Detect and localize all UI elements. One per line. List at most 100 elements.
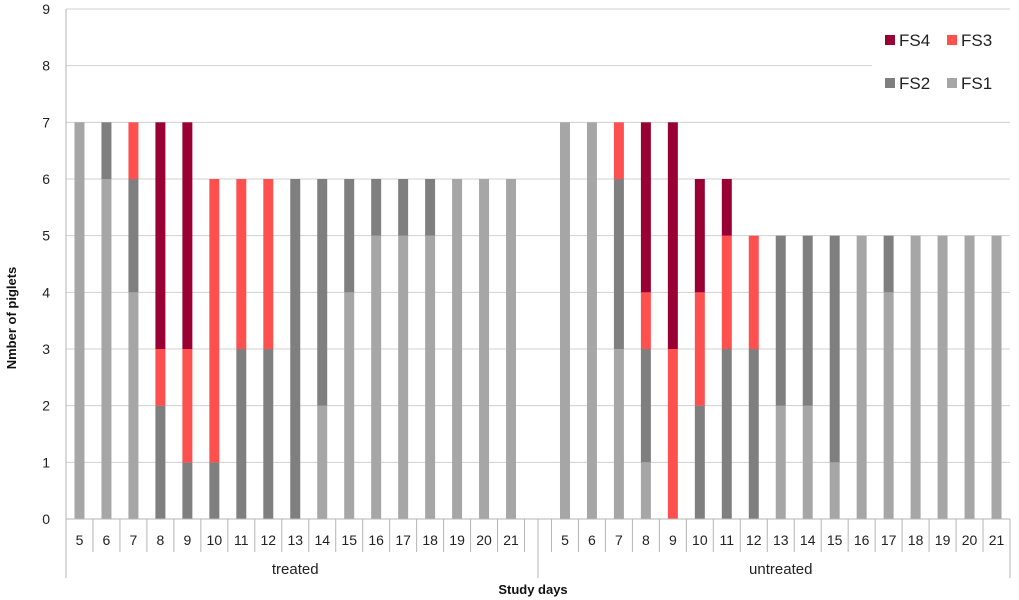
bar-treated-day-13-fs2	[290, 179, 301, 519]
x-tick-label-treated-20: 20	[476, 532, 492, 548]
x-axis-title: Study days	[498, 582, 567, 597]
bar-untreated-day-9-fs3	[667, 349, 678, 519]
y-tick-label-7: 7	[42, 114, 50, 130]
bar-treated-day-7-fs1	[128, 292, 139, 519]
bar-treated-day-5-fs1	[74, 122, 85, 519]
bar-untreated-day-13-fs2	[775, 235, 786, 406]
bar-treated-day-20-fs1	[479, 179, 490, 519]
bar-treated-day-12-fs3	[263, 179, 274, 349]
bar-untreated-day-8-fs3	[640, 292, 651, 349]
bar-treated-day-18-fs2	[425, 179, 436, 236]
y-tick-label-8: 8	[42, 58, 50, 74]
group-label-untreated: untreated	[749, 561, 812, 578]
bar-untreated-day-11-fs2	[721, 349, 732, 519]
legend-label-fs1: FS1	[961, 74, 992, 93]
y-tick-label-2: 2	[42, 398, 50, 414]
bar-untreated-day-8-fs2	[640, 349, 651, 463]
x-tick-label-treated-16: 16	[368, 532, 384, 548]
x-tick-label-untreated-19: 19	[935, 532, 951, 548]
bar-untreated-day-17-fs1	[883, 292, 894, 519]
bar-treated-day-16-fs2	[371, 179, 382, 236]
bar-untreated-day-7-fs1	[613, 349, 624, 519]
bar-treated-day-8-fs4	[155, 122, 166, 349]
bar-untreated-day-21-fs1	[991, 235, 1002, 519]
bar-treated-day-15-fs1	[344, 292, 355, 519]
gridlines	[66, 8, 1010, 520]
bar-treated-day-9-fs2	[182, 462, 193, 519]
bar-untreated-day-10-fs2	[694, 405, 705, 519]
bar-treated-day-7-fs2	[128, 179, 139, 293]
legend-label-fs3: FS3	[961, 31, 992, 50]
x-tick-label-treated-9: 9	[183, 532, 191, 548]
bar-untreated-day-20-fs1	[964, 235, 975, 519]
y-tick-label-5: 5	[42, 228, 50, 244]
legend-label-fs2: FS2	[899, 74, 930, 93]
bar-treated-day-9-fs3	[182, 349, 193, 463]
bar-untreated-day-12-fs2	[748, 349, 759, 519]
bar-untreated-day-7-fs2	[613, 179, 624, 349]
legend-label-fs4: FS4	[899, 31, 930, 50]
bar-treated-day-17-fs2	[398, 179, 409, 236]
bar-untreated-day-13-fs1	[775, 405, 786, 519]
x-tick-label-untreated-12: 12	[746, 532, 762, 548]
bar-untreated-day-9-fs4	[667, 122, 678, 349]
bar-treated-day-11-fs2	[236, 349, 247, 519]
bar-treated-day-8-fs2	[155, 405, 166, 519]
bar-untreated-day-5-fs1	[559, 122, 570, 519]
x-tick-label-untreated-21: 21	[989, 532, 1005, 548]
bar-treated-day-11-fs3	[236, 179, 247, 349]
x-tick-label-untreated-9: 9	[669, 532, 677, 548]
x-tick-label-treated-18: 18	[422, 532, 438, 548]
x-tick-label-treated-6: 6	[103, 532, 111, 548]
legend-swatch-fs3	[947, 35, 957, 45]
x-tick-label-treated-21: 21	[503, 532, 519, 548]
bar-untreated-day-19-fs1	[937, 235, 948, 519]
bar-untreated-day-16-fs1	[856, 235, 867, 519]
bar-treated-day-14-fs1	[317, 405, 328, 519]
bar-untreated-day-6-fs1	[586, 122, 597, 519]
x-tick-label-treated-19: 19	[449, 532, 465, 548]
bar-untreated-day-18-fs1	[910, 235, 921, 519]
bar-untreated-day-11-fs3	[721, 235, 732, 349]
x-tick-label-untreated-6: 6	[588, 532, 596, 548]
bar-treated-day-9-fs4	[182, 122, 193, 349]
y-tick-label-4: 4	[42, 284, 50, 300]
x-tick-label-treated-13: 13	[287, 532, 303, 548]
bar-treated-day-19-fs1	[452, 179, 463, 519]
bar-treated-day-10-fs2	[209, 462, 220, 519]
x-tick-label-treated-7: 7	[130, 532, 138, 548]
bar-untreated-day-12-fs3	[748, 235, 759, 349]
bar-untreated-day-14-fs2	[802, 235, 813, 406]
bar-untreated-day-17-fs2	[883, 235, 894, 293]
bar-untreated-day-10-fs3	[694, 292, 705, 406]
bar-untreated-day-8-fs4	[640, 122, 651, 293]
x-tick-label-untreated-16: 16	[854, 532, 870, 548]
x-axis: 5 6 7 8 9 10 11 12 13 14 15 16 17 18 19 20 21 treated 5 6 7 8…	[65, 9, 1011, 578]
legend-swatch-fs1	[947, 78, 957, 88]
x-tick-label-untreated-8: 8	[642, 532, 650, 548]
y-tick-label-1: 1	[42, 454, 50, 470]
x-tick-label-treated-8: 8	[157, 532, 165, 548]
bar-treated-day-17-fs1	[398, 235, 409, 519]
y-axis-title: Nmber of piglets	[4, 267, 19, 370]
bar-treated-day-14-fs2	[317, 179, 328, 406]
legend-swatch-fs4	[885, 35, 895, 45]
x-tick-label-treated-5: 5	[76, 532, 84, 548]
bar-treated-day-15-fs2	[344, 179, 355, 293]
bar-untreated-day-15-fs1	[829, 462, 840, 519]
bar-treated-day-7-fs3	[128, 122, 139, 179]
x-tick-label-untreated-7: 7	[615, 532, 623, 548]
bar-treated-day-6-fs1	[101, 179, 112, 519]
x-tick-label-untreated-17: 17	[881, 532, 897, 548]
bar-treated-day-8-fs3	[155, 349, 166, 406]
bar-untreated-day-10-fs4	[694, 179, 705, 293]
x-tick-label-untreated-13: 13	[773, 532, 789, 548]
x-tick-label-untreated-18: 18	[908, 532, 924, 548]
x-tick-label-untreated-11: 11	[720, 532, 735, 548]
x-tick-label-untreated-20: 20	[962, 532, 978, 548]
x-tick-label-treated-14: 14	[314, 532, 330, 548]
bar-treated-day-6-fs2	[101, 122, 112, 179]
legend-swatch-fs2	[885, 78, 895, 88]
bar-treated-day-16-fs1	[371, 235, 382, 519]
